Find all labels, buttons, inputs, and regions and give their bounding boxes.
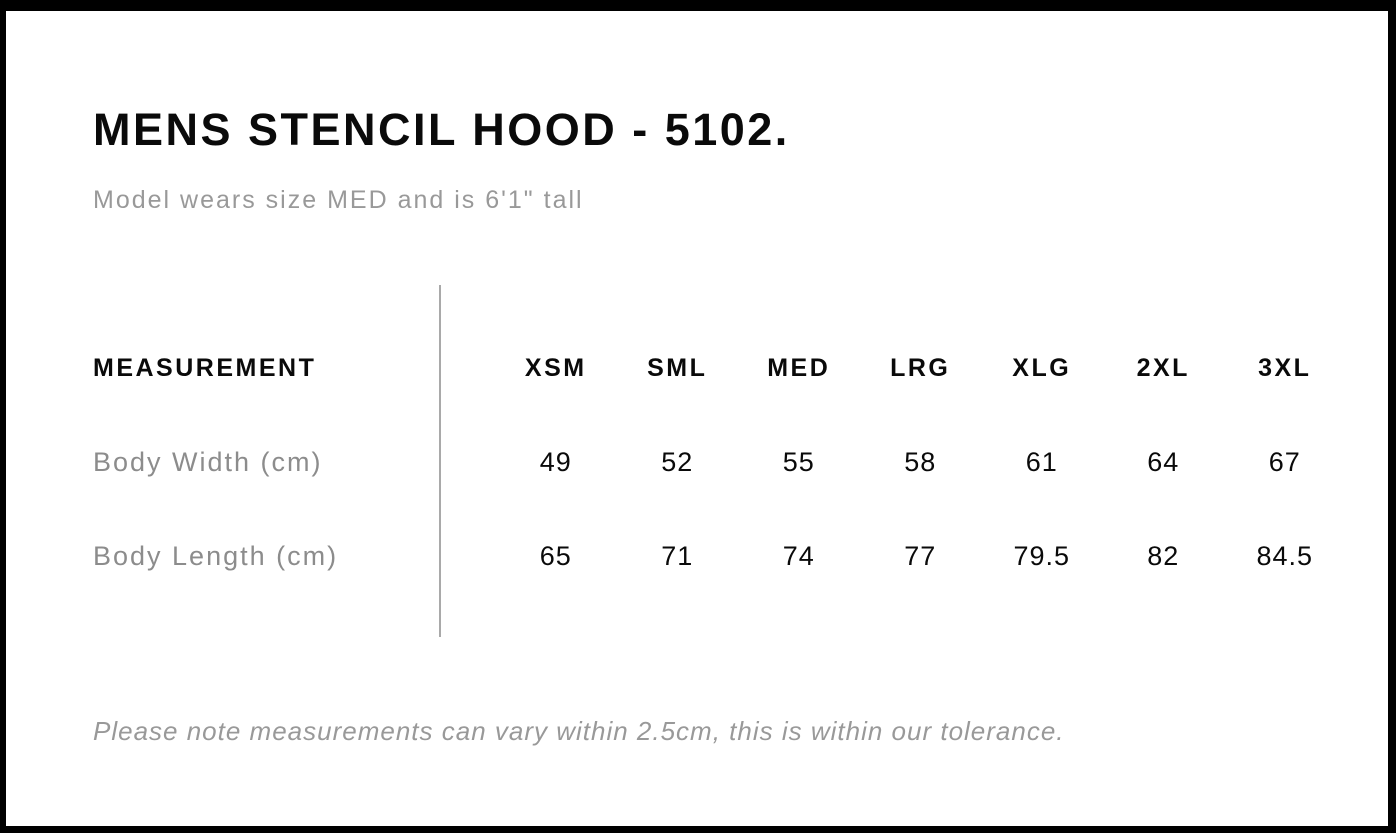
page-content: MENS STENCIL HOOD - 5102. Model wears si… <box>6 105 1388 747</box>
size-header-sml: SML <box>647 353 708 382</box>
body-width-value-med: 55 <box>782 446 815 477</box>
tolerance-note: Please note measurements can vary within… <box>93 716 1065 746</box>
body-width-value-xsm: 49 <box>539 446 572 477</box>
body-length-value-lrg: 77 <box>904 540 937 571</box>
page-title: MENS STENCIL HOOD - 5102. <box>93 104 790 155</box>
size-table: MEASUREMENT XSM SML MED LRG XLG 2XL 3XL … <box>93 285 1348 637</box>
body-width-value-xlg: 61 <box>1025 446 1058 477</box>
size-header-xlg: XLG <box>1012 353 1072 382</box>
size-header-3xl: 3XL <box>1258 353 1312 382</box>
table-row-body-width: Body Width (cm) 49 52 55 58 61 64 67 <box>93 415 1348 509</box>
size-header-med: MED <box>767 353 831 382</box>
size-header-lrg: LRG <box>890 353 951 382</box>
row-label-body-width: Body Width (cm) <box>93 446 323 477</box>
body-width-value-3xl: 67 <box>1268 446 1301 477</box>
body-length-value-2xl: 82 <box>1147 540 1180 571</box>
size-header-2xl: 2XL <box>1136 353 1190 382</box>
body-width-value-2xl: 64 <box>1147 446 1180 477</box>
size-table-header-row: MEASUREMENT XSM SML MED LRG XLG 2XL 3XL <box>93 321 1348 415</box>
body-length-value-sml: 71 <box>661 540 694 571</box>
row-label-body-length: Body Length (cm) <box>93 540 339 571</box>
table-row-body-length: Body Length (cm) 65 71 74 77 79.5 82 84.… <box>93 509 1348 603</box>
body-length-value-3xl: 84.5 <box>1256 540 1314 571</box>
body-width-value-sml: 52 <box>661 446 694 477</box>
body-length-value-xlg: 79.5 <box>1013 540 1071 571</box>
model-size-subtitle: Model wears size MED and is 6'1" tall <box>93 186 584 214</box>
body-length-value-med: 74 <box>782 540 815 571</box>
size-header-xsm: XSM <box>524 353 587 382</box>
table-vertical-divider <box>439 285 441 637</box>
measurement-column-header: MEASUREMENT <box>93 353 317 382</box>
body-width-value-lrg: 58 <box>904 446 937 477</box>
body-length-value-xsm: 65 <box>539 540 572 571</box>
